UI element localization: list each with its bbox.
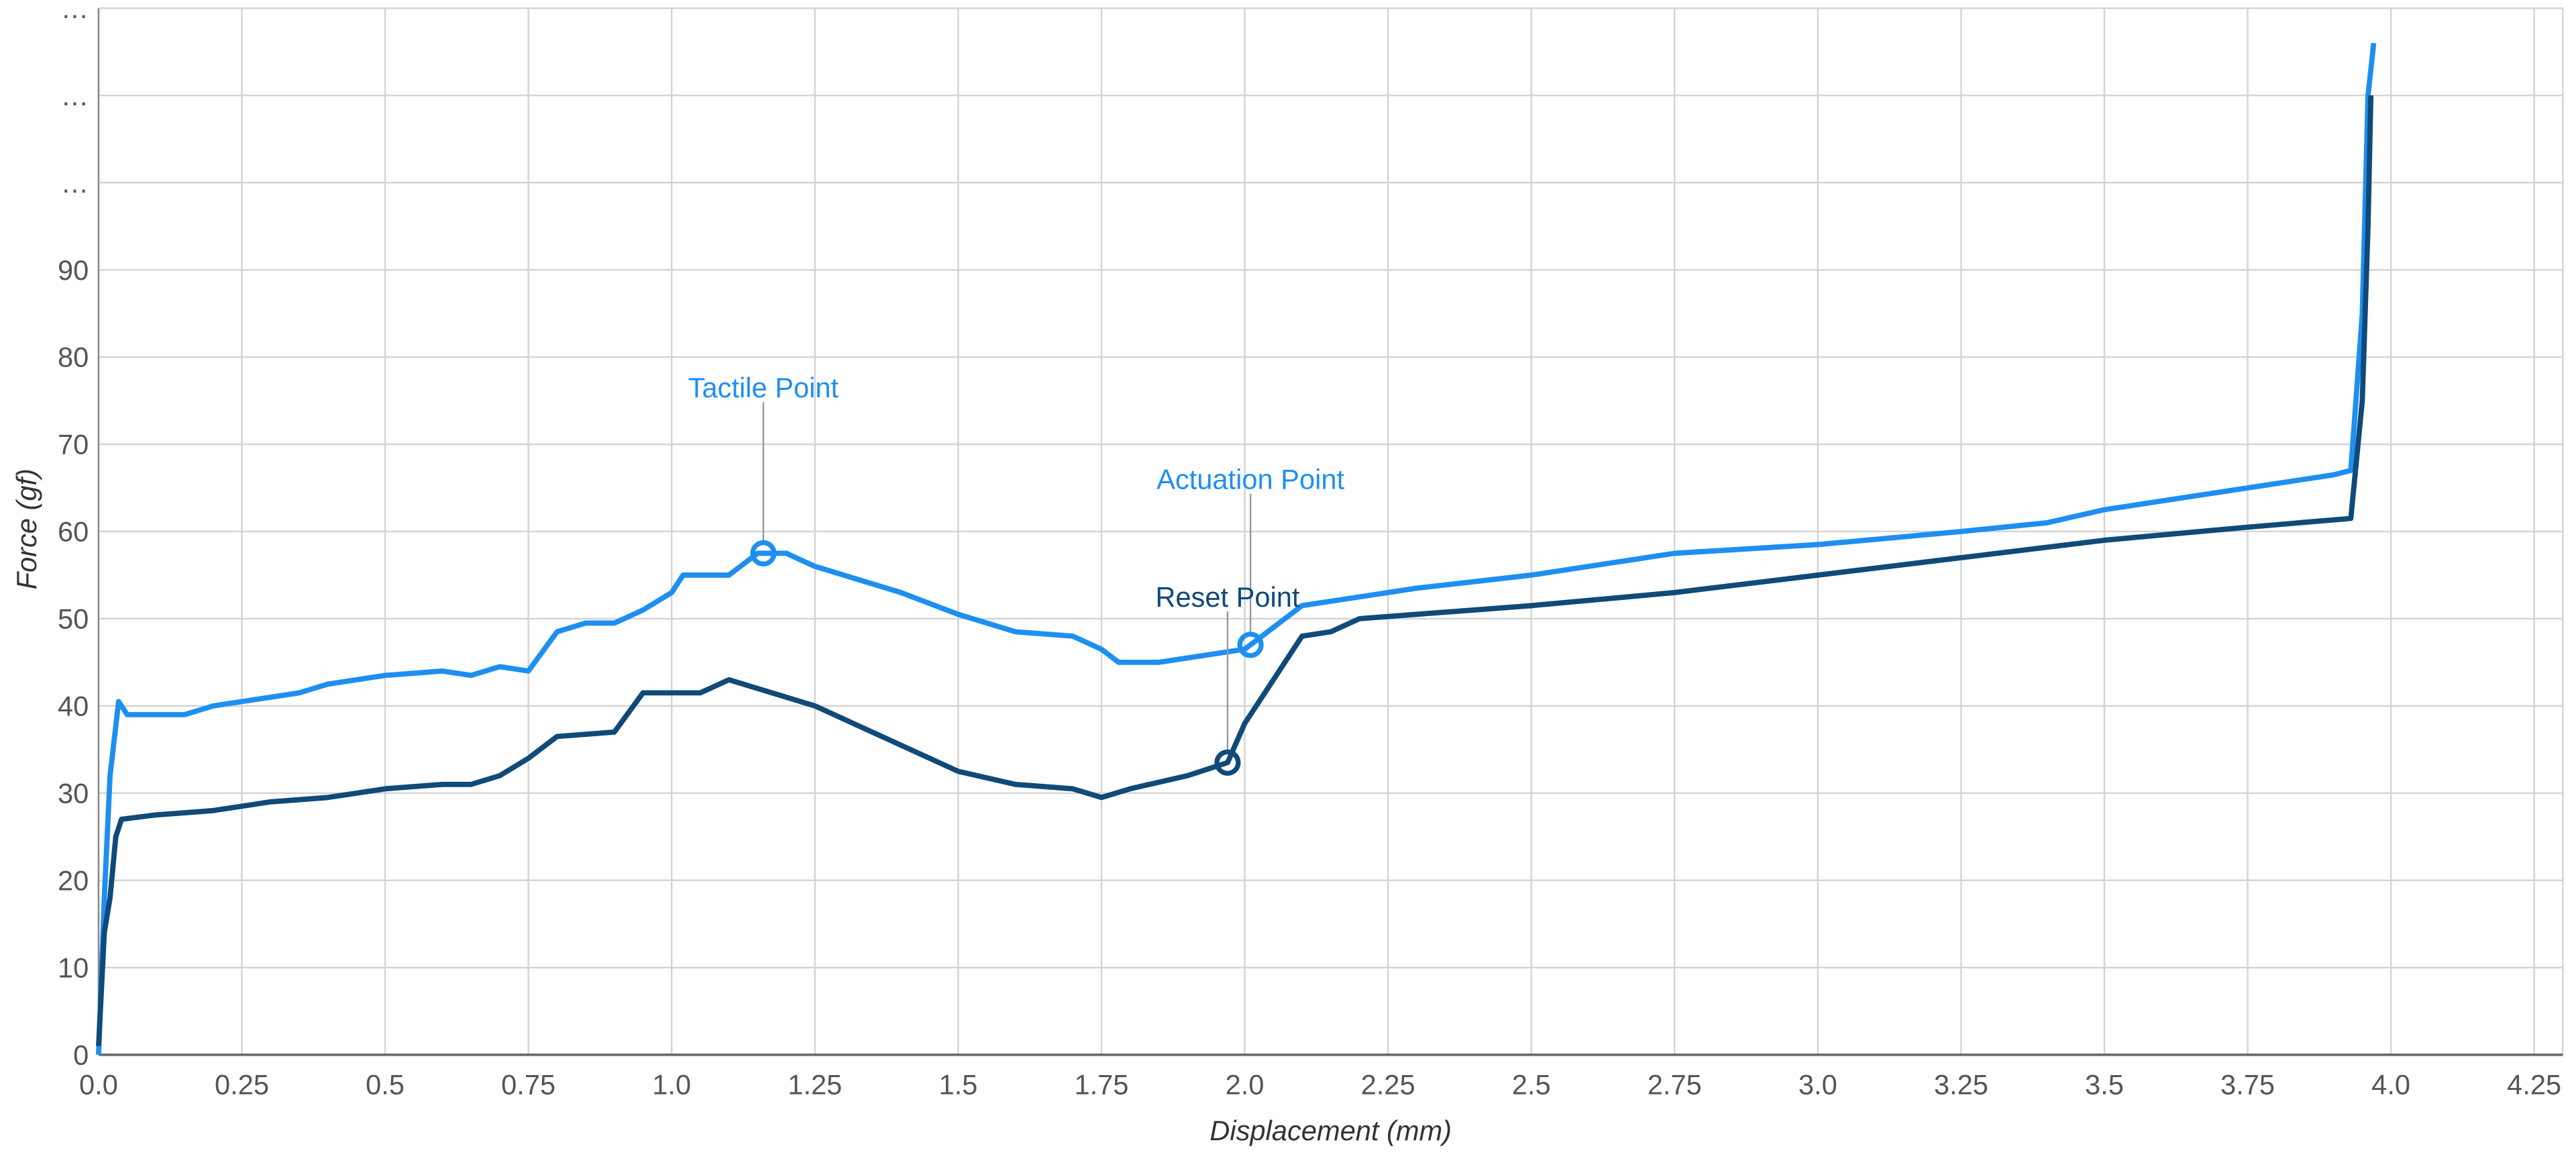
x-tick-label: 0.5 — [366, 1068, 405, 1100]
x-tick-label: 3.0 — [1799, 1068, 1837, 1100]
y-tick-label: 30 — [58, 778, 89, 809]
series-line — [96, 42, 2377, 1055]
x-tick-label: 3.25 — [1934, 1068, 1988, 1100]
annotation-label: Reset Point — [1155, 581, 1300, 613]
y-tick-label: … — [61, 0, 89, 24]
x-tick-label: 4.25 — [2507, 1068, 2561, 1100]
x-tick-label: 3.75 — [2220, 1068, 2275, 1100]
x-tick-label: 2.75 — [1648, 1068, 1702, 1100]
y-tick-label: … — [61, 167, 89, 199]
annotation-point — [750, 540, 777, 567]
y-tick-label: 0 — [73, 1039, 89, 1070]
y-tick-label: 50 — [58, 603, 89, 635]
x-axis-title: Displacement (mm) — [1210, 1115, 1452, 1146]
annotation-label: Actuation Point — [1157, 463, 1344, 495]
y-tick-label: 60 — [58, 516, 89, 548]
x-tick-label: 0.75 — [501, 1068, 555, 1100]
y-tick-label: 80 — [58, 342, 89, 373]
x-tick-label: 0.0 — [79, 1068, 118, 1100]
series-line — [96, 95, 2374, 1046]
y-tick-label: 40 — [58, 691, 89, 722]
y-tick-label: 20 — [58, 864, 89, 896]
x-tick-label: 1.0 — [652, 1068, 691, 1100]
x-tick-label: 0.25 — [215, 1068, 269, 1100]
annotation-label: Tactile Point — [688, 372, 839, 403]
x-tick-label: 1.25 — [788, 1068, 842, 1100]
x-tick-label: 1.75 — [1074, 1068, 1128, 1100]
x-tick-label: 2.0 — [1226, 1068, 1265, 1100]
annotation-point — [1214, 749, 1241, 776]
annotation-point — [1237, 632, 1264, 658]
y-tick-label: 70 — [58, 429, 89, 460]
x-tick-label: 4.0 — [2371, 1068, 2410, 1100]
x-tick-label: 1.5 — [938, 1068, 977, 1100]
y-axis-title: Force (gf) — [11, 468, 42, 589]
y-tick-label: 10 — [58, 952, 89, 983]
y-tick-label: 90 — [58, 254, 89, 286]
y-tick-label: … — [61, 80, 89, 111]
x-tick-label: 2.5 — [1512, 1068, 1551, 1100]
x-tick-label: 2.25 — [1361, 1068, 1415, 1100]
x-tick-label: 3.5 — [2085, 1068, 2124, 1100]
